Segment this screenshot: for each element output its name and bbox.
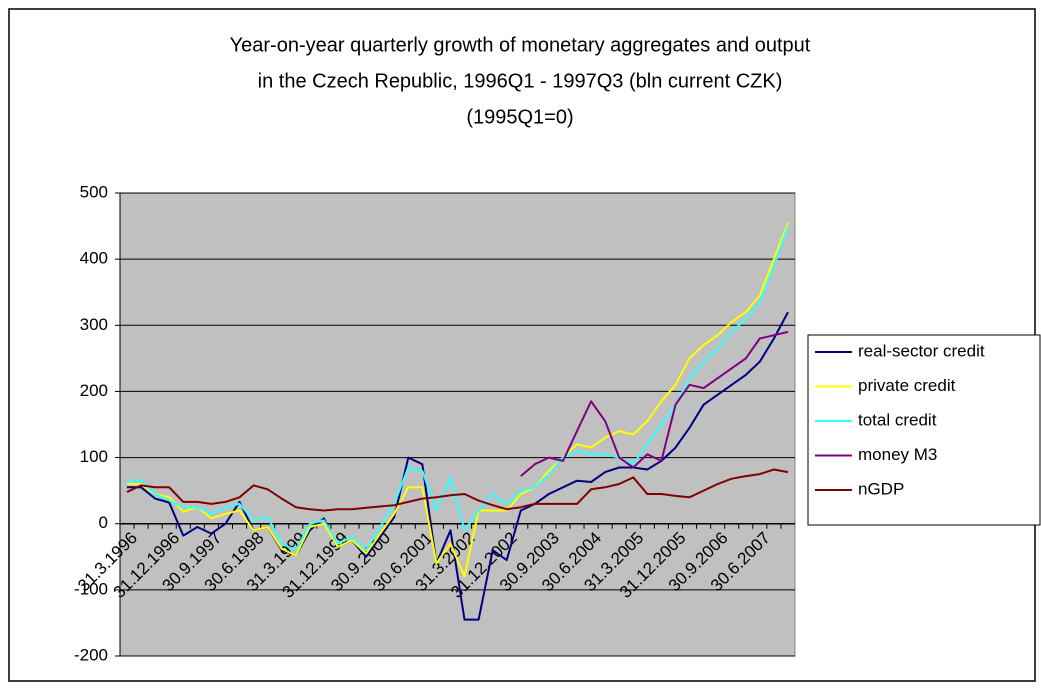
y-tick-label: 500	[80, 182, 108, 201]
legend	[807, 334, 1041, 526]
series-line	[127, 222, 789, 578]
legend-label: total credit	[858, 410, 937, 429]
y-tick-label: 100	[80, 447, 108, 466]
chart-title: (1995Q1=0)	[466, 106, 573, 128]
chart-title: Year-on-year quarterly growth of monetar…	[230, 34, 811, 56]
legend-label: private credit	[858, 376, 956, 395]
y-tick-label: 400	[80, 249, 108, 268]
y-tick-label: 0	[99, 513, 108, 532]
series-line	[127, 311, 789, 621]
y-tick-label: -100	[74, 579, 108, 598]
series-line	[520, 330, 789, 477]
y-tick-label: 200	[80, 381, 108, 400]
series-line	[126, 468, 789, 512]
y-tick-label: -200	[74, 645, 108, 664]
chart-title: in the Czech Republic, 1996Q1 - 1997Q3 (…	[258, 70, 783, 92]
legend-label: nGDP	[858, 479, 904, 498]
legend-label: money M3	[858, 445, 937, 464]
legend-label: real-sector credit	[858, 341, 985, 360]
y-tick-label: 300	[80, 315, 108, 334]
